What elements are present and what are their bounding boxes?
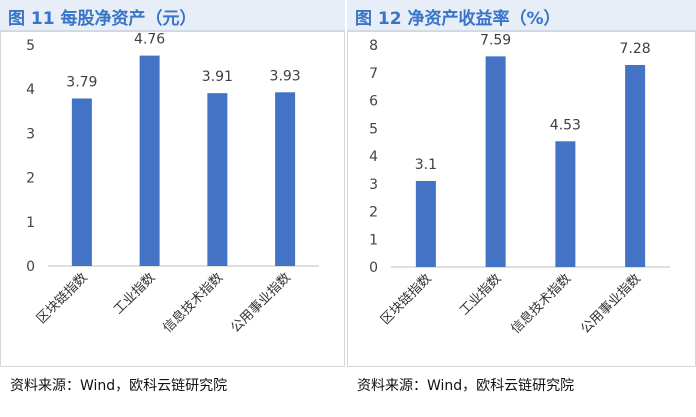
bar	[415, 180, 436, 267]
chart-title: 图 11 每股净资产（元）	[8, 9, 197, 29]
y-tick-label: 3	[369, 177, 378, 193]
data-label: 3.1	[415, 157, 437, 173]
bar	[207, 93, 228, 266]
data-label: 7.59	[480, 32, 511, 48]
chart-title: 图 12 净资产收益率（%）	[355, 9, 561, 29]
bar	[139, 55, 160, 266]
y-tick-label: 8	[369, 38, 378, 54]
data-label: 3.79	[66, 74, 97, 90]
y-tick-label: 1	[369, 232, 378, 248]
x-tick-label: 信息技术指数	[508, 271, 574, 337]
bar-chart-roe: 0 1 2 3 4 5 6 7 8 3.1 区块链指数 7.59 工业指数 4.53 信息技术指数 7.28 公…	[369, 32, 670, 337]
chart-area: 0 1 2 3 4 5 3.79 区块链指数 4.76 工业指数 3.91 信息技术指数 3.93 公用事…	[0, 31, 345, 367]
y-tick-label: 5	[369, 121, 378, 137]
x-tick-label: 工业指数	[457, 271, 504, 318]
y-tick-label: 5	[26, 38, 35, 54]
x-tick-label: 公用事业指数	[228, 270, 294, 336]
data-label: 4.53	[550, 117, 581, 133]
source-note: 资料来源：Wind，欧科云链研究院	[357, 378, 575, 394]
data-label: 3.93	[270, 68, 301, 84]
y-tick-label: 7	[369, 66, 378, 82]
chart-panel-left: 图 11 每股净资产（元） 0 1 2 3 4 5 3.79 区块链指数 4.76 工业指数 3.9…	[0, 0, 345, 417]
y-tick-label: 3	[26, 126, 35, 142]
panel-divider	[345, 0, 347, 417]
x-tick-label: 信息技术指数	[160, 270, 226, 336]
data-label: 3.91	[202, 69, 233, 85]
y-tick-label: 2	[369, 205, 378, 221]
x-tick-label: 工业指数	[111, 270, 158, 317]
bar	[275, 92, 296, 266]
x-tick-label: 公用事业指数	[578, 271, 644, 337]
chart-title-bar: 图 12 净资产收益率（%）	[347, 0, 696, 31]
y-tick-label: 0	[369, 260, 378, 276]
data-label: 4.76	[134, 32, 165, 48]
data-label: 7.28	[620, 41, 651, 57]
bar	[485, 56, 506, 267]
y-tick-label: 4	[26, 82, 35, 98]
source-note: 资料来源：Wind，欧科云链研究院	[10, 378, 228, 394]
x-tick-label: 区块链指数	[34, 270, 91, 327]
bar	[625, 64, 646, 267]
bar	[555, 141, 576, 267]
y-tick-label: 0	[26, 259, 35, 275]
chart-title-bar: 图 11 每股净资产（元）	[0, 0, 345, 31]
y-tick-label: 6	[369, 94, 378, 110]
y-tick-label: 1	[26, 215, 35, 231]
x-tick-label: 区块链指数	[378, 271, 435, 328]
chart-area: 0 1 2 3 4 5 6 7 8 3.1 区块链指数 7.59 工业指数 4.53 信息技术指数 7.28 公…	[347, 31, 696, 367]
chart-panel-right: 图 12 净资产收益率（%） 0 1 2 3 4 5 6 7 8 3.1 区块链指数 7.59 工业指数…	[347, 0, 696, 417]
bar-chart-net-assets-per-share: 0 1 2 3 4 5 3.79 区块链指数 4.76 工业指数 3.91 信息技术指数 3.93 公用事…	[26, 32, 319, 336]
bar	[71, 98, 92, 267]
y-tick-label: 2	[26, 171, 35, 187]
y-tick-label: 4	[369, 149, 378, 165]
